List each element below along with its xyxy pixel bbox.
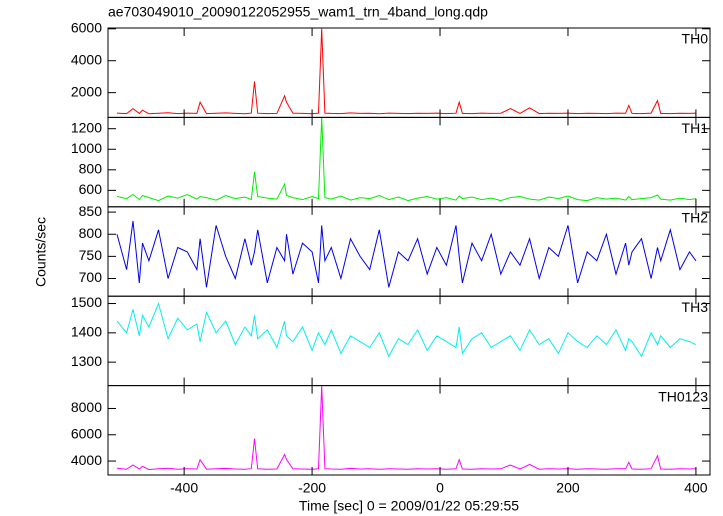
- data-line: [116, 28, 696, 115]
- y-tick-label: 1500: [71, 294, 102, 310]
- panel-frame: [107, 27, 711, 118]
- y-tick-label: 8000: [71, 399, 102, 415]
- x-tick-label: 0: [436, 480, 444, 496]
- x-tick-label: 200: [556, 480, 580, 496]
- panel-label: TH1: [682, 120, 709, 136]
- y-tick-label: 700: [79, 269, 103, 285]
- x-tick-label: 400: [684, 480, 708, 496]
- x-tick-label: -200: [298, 480, 326, 496]
- x-tick-label: -400: [170, 480, 198, 496]
- y-tick-label: 600: [79, 181, 103, 197]
- y-tick-label: 850: [79, 203, 103, 219]
- data-line: [116, 220, 697, 288]
- panel-frame: [107, 116, 711, 208]
- data-line: [116, 301, 697, 358]
- panel-frame: [107, 385, 711, 476]
- y-tick-label: 800: [79, 161, 103, 177]
- y-tick-label: 1200: [71, 119, 102, 135]
- y-tick-label: 6000: [71, 425, 102, 441]
- x-axis-label: Time [sec] 0 = 2009/01/22 05:29:55: [299, 498, 519, 514]
- data-line: [116, 385, 696, 471]
- y-tick-label: 1400: [71, 324, 102, 340]
- y-tick-label: 750: [79, 247, 103, 263]
- y-tick-label: 2000: [71, 83, 102, 99]
- panel-label: TH2: [682, 210, 709, 226]
- chart-title: ae703049010_20090122052955_wam1_trn_4ban…: [108, 4, 488, 20]
- data-line: [116, 117, 696, 202]
- y-tick-label: 6000: [71, 20, 102, 36]
- panel-label: TH0: [682, 31, 709, 47]
- y-tick-label: 1300: [71, 353, 102, 369]
- y-tick-label: 1000: [71, 140, 102, 156]
- panel-label: TH3: [682, 299, 709, 315]
- y-axis-label: Counts/sec: [33, 217, 49, 287]
- y-tick-label: 800: [79, 225, 103, 241]
- y-tick-label: 4000: [71, 452, 102, 468]
- panel-frame: [107, 295, 711, 387]
- panel-label: TH0123: [658, 388, 708, 404]
- y-tick-label: 4000: [71, 51, 102, 67]
